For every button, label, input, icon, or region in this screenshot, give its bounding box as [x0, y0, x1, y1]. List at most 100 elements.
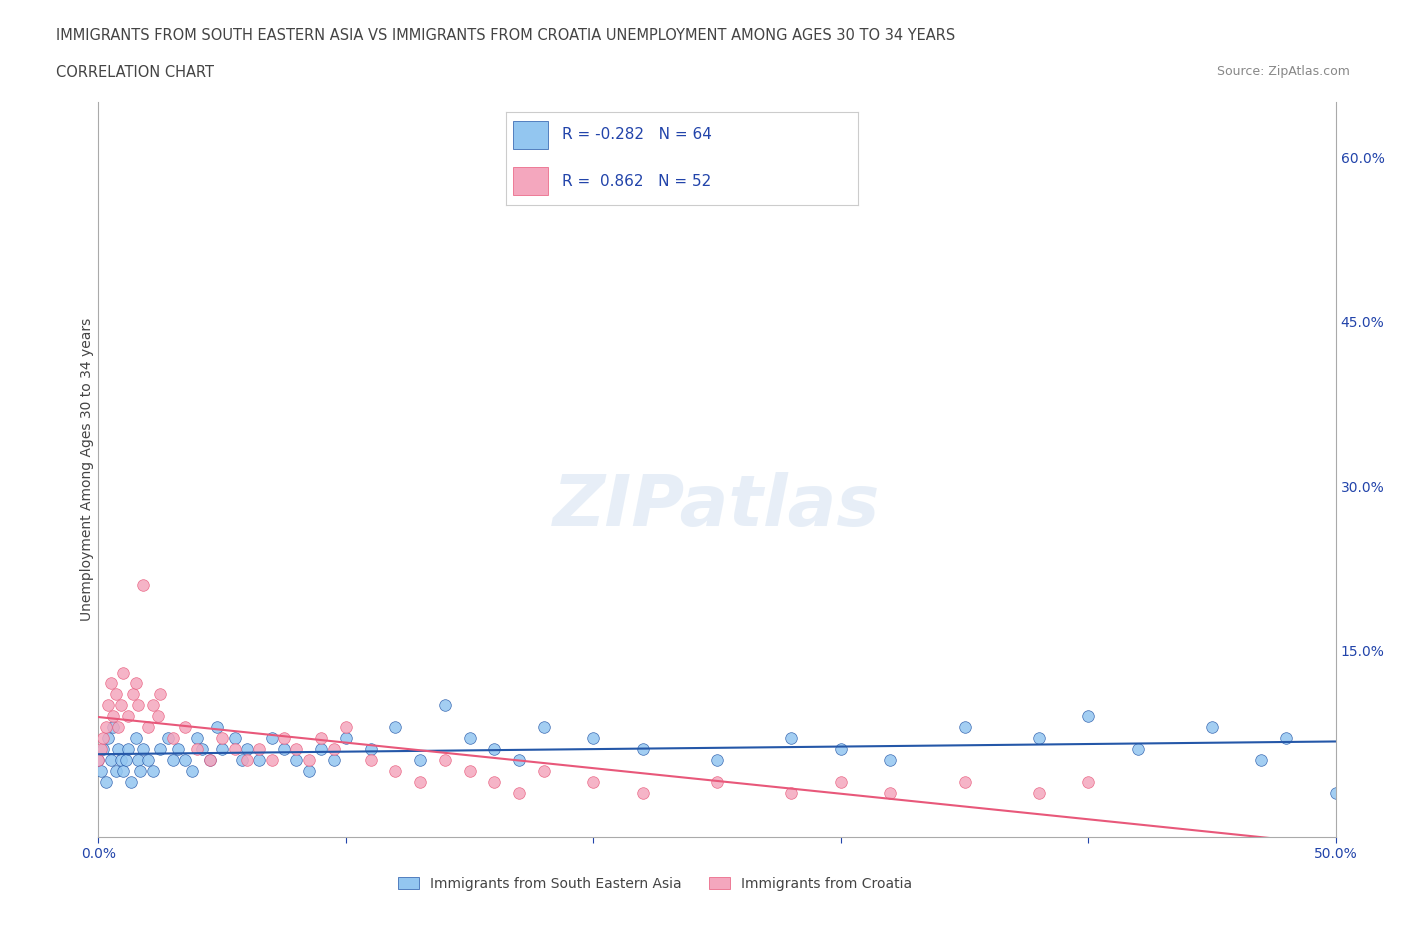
Point [93, 731, 115, 746]
Point [129, 764, 152, 778]
Point [93, 742, 115, 757]
Point [247, 742, 270, 757]
Point [117, 709, 139, 724]
Point [1077, 775, 1099, 790]
Text: ZIPatlas: ZIPatlas [554, 472, 880, 541]
Point [114, 752, 136, 767]
Point [309, 731, 332, 746]
Text: R = -0.282   N = 64: R = -0.282 N = 64 [562, 127, 713, 142]
Point [384, 764, 406, 778]
Point [458, 731, 481, 746]
Point [433, 752, 456, 767]
Point [205, 720, 228, 735]
Point [100, 676, 122, 691]
Point [97, 731, 120, 746]
Point [103, 720, 125, 735]
Point [1028, 786, 1050, 801]
Point [360, 752, 382, 767]
Point [1324, 786, 1347, 801]
Point [953, 775, 976, 790]
Point [433, 698, 456, 713]
Point [174, 752, 197, 767]
Point [132, 742, 155, 757]
Point [224, 731, 246, 746]
Point [236, 742, 259, 757]
Point [780, 786, 803, 801]
Point [132, 578, 155, 592]
Point [136, 752, 159, 767]
Point [110, 752, 132, 767]
Point [409, 752, 432, 767]
Point [830, 775, 852, 790]
Point [107, 742, 129, 757]
Text: Source: ZipAtlas.com: Source: ZipAtlas.com [1216, 65, 1350, 78]
Point [149, 687, 172, 702]
Point [149, 742, 172, 757]
Point [582, 731, 605, 746]
Point [120, 775, 142, 790]
Point [162, 731, 184, 746]
Point [124, 731, 146, 746]
Point [1201, 720, 1223, 735]
Point [186, 742, 208, 757]
Point [127, 752, 149, 767]
Point [156, 731, 179, 746]
Point [94, 720, 117, 735]
Point [110, 698, 132, 713]
Point [174, 720, 197, 735]
Text: IMMIGRANTS FROM SOUTH EASTERN ASIA VS IMMIGRANTS FROM CROATIA UNEMPLOYMENT AMONG: IMMIGRANTS FROM SOUTH EASTERN ASIA VS IM… [56, 28, 956, 43]
Y-axis label: Unemployment Among Ages 30 to 34 years: Unemployment Among Ages 30 to 34 years [80, 318, 94, 621]
Point [211, 731, 233, 746]
Point [104, 764, 127, 778]
Point [107, 720, 129, 735]
Point [285, 742, 308, 757]
Point [100, 752, 122, 767]
Point [181, 764, 204, 778]
Point [224, 742, 246, 757]
Point [335, 731, 357, 746]
Point [94, 775, 117, 790]
Point [127, 698, 149, 713]
Point [322, 742, 344, 757]
Point [90, 742, 112, 757]
Text: CORRELATION CHART: CORRELATION CHART [56, 65, 214, 80]
Point [142, 764, 165, 778]
Point [124, 676, 146, 691]
Point [198, 752, 221, 767]
Point [273, 731, 295, 746]
Point [309, 742, 332, 757]
Point [236, 752, 259, 767]
Point [484, 742, 506, 757]
Point [879, 752, 901, 767]
Point [285, 752, 308, 767]
Point [1077, 709, 1099, 724]
Point [87, 752, 110, 767]
Point [384, 720, 406, 735]
Point [533, 764, 555, 778]
Point [508, 752, 530, 767]
Point [298, 752, 321, 767]
Point [247, 752, 270, 767]
Point [260, 731, 283, 746]
Point [136, 720, 159, 735]
Point [298, 764, 321, 778]
Point [322, 752, 344, 767]
Point [1275, 731, 1298, 746]
Point [1028, 731, 1050, 746]
Point [1126, 742, 1149, 757]
Point [211, 742, 233, 757]
Point [146, 709, 169, 724]
FancyBboxPatch shape [513, 167, 548, 195]
Text: R =  0.862   N = 52: R = 0.862 N = 52 [562, 174, 711, 189]
Point [458, 764, 481, 778]
Point [231, 752, 253, 767]
Point [103, 709, 125, 724]
Point [484, 775, 506, 790]
Point [631, 742, 654, 757]
Point [104, 687, 127, 702]
Point [198, 752, 221, 767]
Point [360, 742, 382, 757]
Point [273, 742, 295, 757]
Point [122, 687, 145, 702]
Point [112, 764, 135, 778]
